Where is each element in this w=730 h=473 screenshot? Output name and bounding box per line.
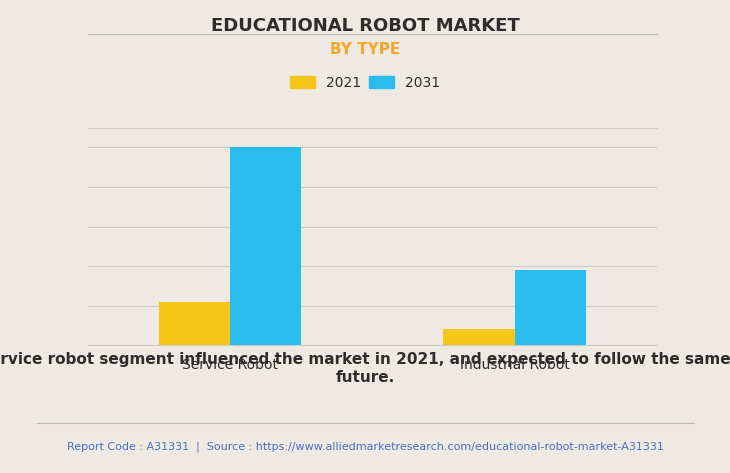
Legend: 2021, 2031: 2021, 2031 [290,76,440,89]
Bar [515,270,585,345]
Bar [443,330,515,345]
Bar [158,302,230,345]
Text: Report Code : A31331  |  Source : https://www.alliedmarketresearch.com/education: Report Code : A31331 | Source : https://… [66,442,664,452]
Text: BY TYPE: BY TYPE [330,42,400,57]
Bar [230,148,301,345]
Text: EDUCATIONAL ROBOT MARKET: EDUCATIONAL ROBOT MARKET [211,17,519,35]
Text: Service robot segment influenced the market in 2021, and expected to follow the : Service robot segment influenced the mar… [0,352,730,385]
